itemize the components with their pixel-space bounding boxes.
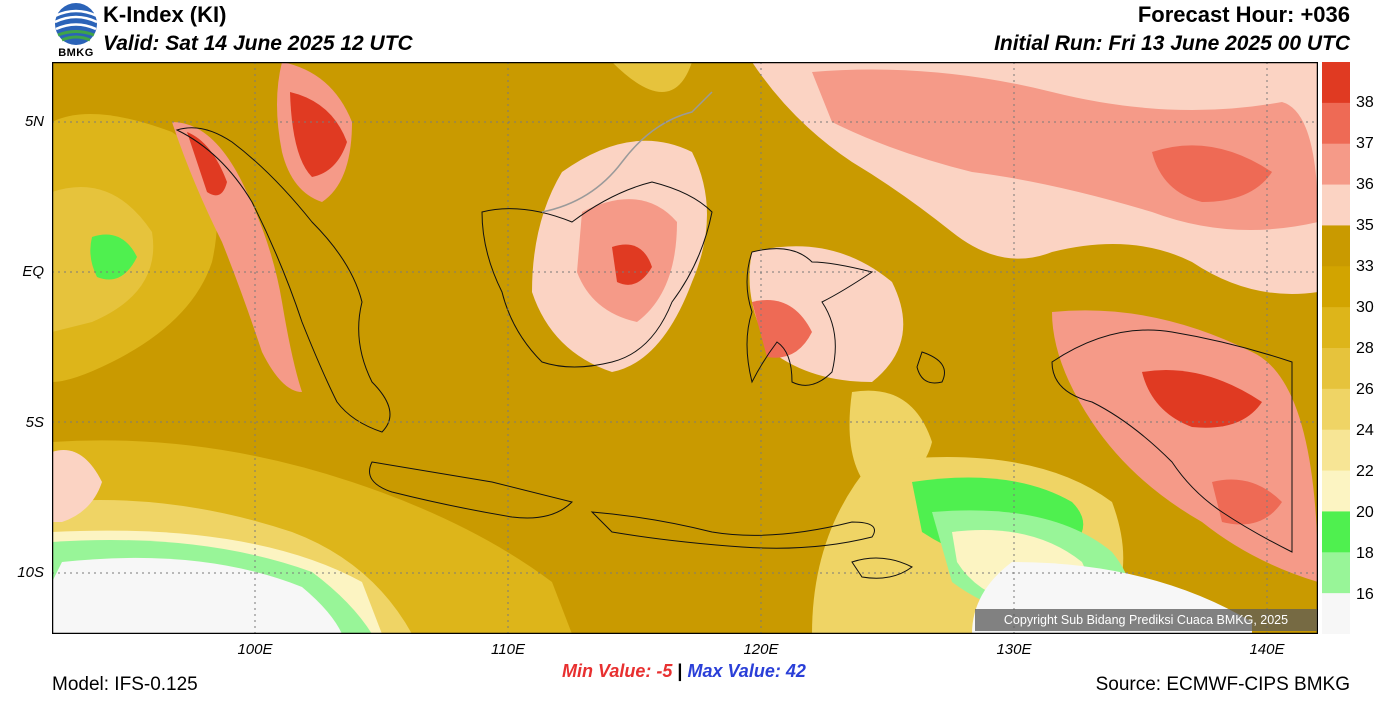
field-salmon-sumatra bbox=[172, 122, 302, 392]
colorbar-segment bbox=[1322, 388, 1350, 431]
lon-label-140e: 140E bbox=[1249, 641, 1285, 658]
lon-label-100e: 100E bbox=[237, 641, 273, 658]
colorbar-label: 22 bbox=[1356, 463, 1374, 480]
colorbar-label: 26 bbox=[1356, 381, 1374, 398]
gridlines bbox=[52, 62, 1318, 634]
map-title: K-Index (KI) bbox=[103, 2, 227, 27]
field-red-papua-south bbox=[1212, 479, 1282, 525]
field-red-papua bbox=[1142, 370, 1262, 428]
coast-maluku bbox=[916, 351, 945, 384]
coast-nusa-tenggara bbox=[590, 511, 875, 549]
colorbar-segment bbox=[1322, 266, 1350, 308]
field-white-south-west bbox=[52, 557, 342, 634]
lon-label-110e: 110E bbox=[491, 641, 525, 658]
colorbar-label: 30 bbox=[1356, 299, 1374, 316]
logo-text: BMKG bbox=[58, 47, 94, 59]
colorbar-label: 18 bbox=[1356, 545, 1374, 562]
colorbar-label: 33 bbox=[1356, 258, 1374, 275]
coastlines bbox=[175, 127, 1293, 579]
colorbar-segment bbox=[1322, 348, 1350, 390]
colorbar-label: 36 bbox=[1356, 176, 1374, 193]
min-value-label: Min Value: bbox=[562, 661, 652, 681]
valid-time: Valid: Sat 14 June 2025 12 UTC bbox=[103, 32, 413, 55]
colorbar-label: 20 bbox=[1356, 504, 1374, 521]
field-red-borneo bbox=[612, 244, 652, 285]
colorbar-label: 24 bbox=[1356, 422, 1374, 439]
colorbar-segment bbox=[1322, 552, 1350, 594]
map-frame bbox=[52, 62, 1318, 634]
copyright-notice: Copyright Sub Bidang Prediksi Cuaca BMKG… bbox=[975, 609, 1317, 631]
colorbar-segment bbox=[1322, 429, 1350, 472]
colorbar-label: 35 bbox=[1356, 217, 1374, 234]
model-name: Model: IFS-0.125 bbox=[52, 674, 198, 695]
colorbar-label: 38 bbox=[1356, 94, 1374, 111]
colorbar-segment bbox=[1322, 184, 1350, 226]
coast-borneo bbox=[481, 181, 713, 368]
min-max-values: Min Value: -5 | Max Value: 42 bbox=[562, 661, 806, 682]
coast-sulawesi bbox=[746, 248, 874, 386]
colorbar-label: 37 bbox=[1356, 135, 1374, 152]
lon-label-130e: 130E bbox=[996, 641, 1032, 658]
lat-label-5s: 5S bbox=[25, 414, 44, 431]
k-index-map bbox=[52, 62, 1318, 634]
min-value: -5 bbox=[656, 661, 673, 681]
field-red-sumatra bbox=[187, 132, 227, 196]
coast-java bbox=[369, 461, 573, 519]
lon-label-120e: 120E bbox=[743, 641, 779, 658]
coast-timor bbox=[851, 557, 913, 579]
max-value-label: Max Value: bbox=[687, 661, 781, 681]
colorbar-segment bbox=[1322, 102, 1350, 145]
colorbar-segment bbox=[1322, 511, 1350, 553]
colorbar-segment bbox=[1322, 470, 1350, 512]
colorbar bbox=[1322, 62, 1350, 634]
border-borneo bbox=[541, 91, 713, 213]
data-source: Source: ECMWF-CIPS BMKG bbox=[1095, 674, 1350, 695]
colorbar-segment bbox=[1322, 62, 1350, 104]
colorbar-segment bbox=[1322, 143, 1350, 186]
lat-label-10s: 10S bbox=[17, 564, 44, 581]
colorbar-label: 16 bbox=[1356, 586, 1374, 603]
lat-label-eq: EQ bbox=[22, 263, 44, 280]
colorbar-segment bbox=[1322, 225, 1350, 267]
colorbar-segment bbox=[1322, 307, 1350, 349]
colorbar-segment bbox=[1322, 593, 1350, 634]
coast-papua bbox=[1051, 329, 1293, 553]
max-value: 42 bbox=[785, 661, 806, 681]
colorbar-label: 28 bbox=[1356, 340, 1374, 357]
field-green-west-blob bbox=[90, 234, 137, 280]
lat-label-5n: 5N bbox=[24, 113, 44, 130]
field-red-sulawesi bbox=[752, 300, 812, 358]
field-pink-southwest bbox=[52, 450, 102, 522]
initial-run: Initial Run: Fri 13 June 2025 00 UTC bbox=[994, 32, 1350, 55]
forecast-hour: Forecast Hour: +036 bbox=[1137, 2, 1350, 27]
min-max-separator: | bbox=[677, 661, 683, 681]
field-red-pacific bbox=[1152, 145, 1272, 202]
field-red-malaya bbox=[290, 92, 347, 177]
coast-sumatra bbox=[175, 127, 391, 433]
field-zone-north-center bbox=[612, 62, 692, 92]
bmkg-logo bbox=[52, 2, 100, 60]
